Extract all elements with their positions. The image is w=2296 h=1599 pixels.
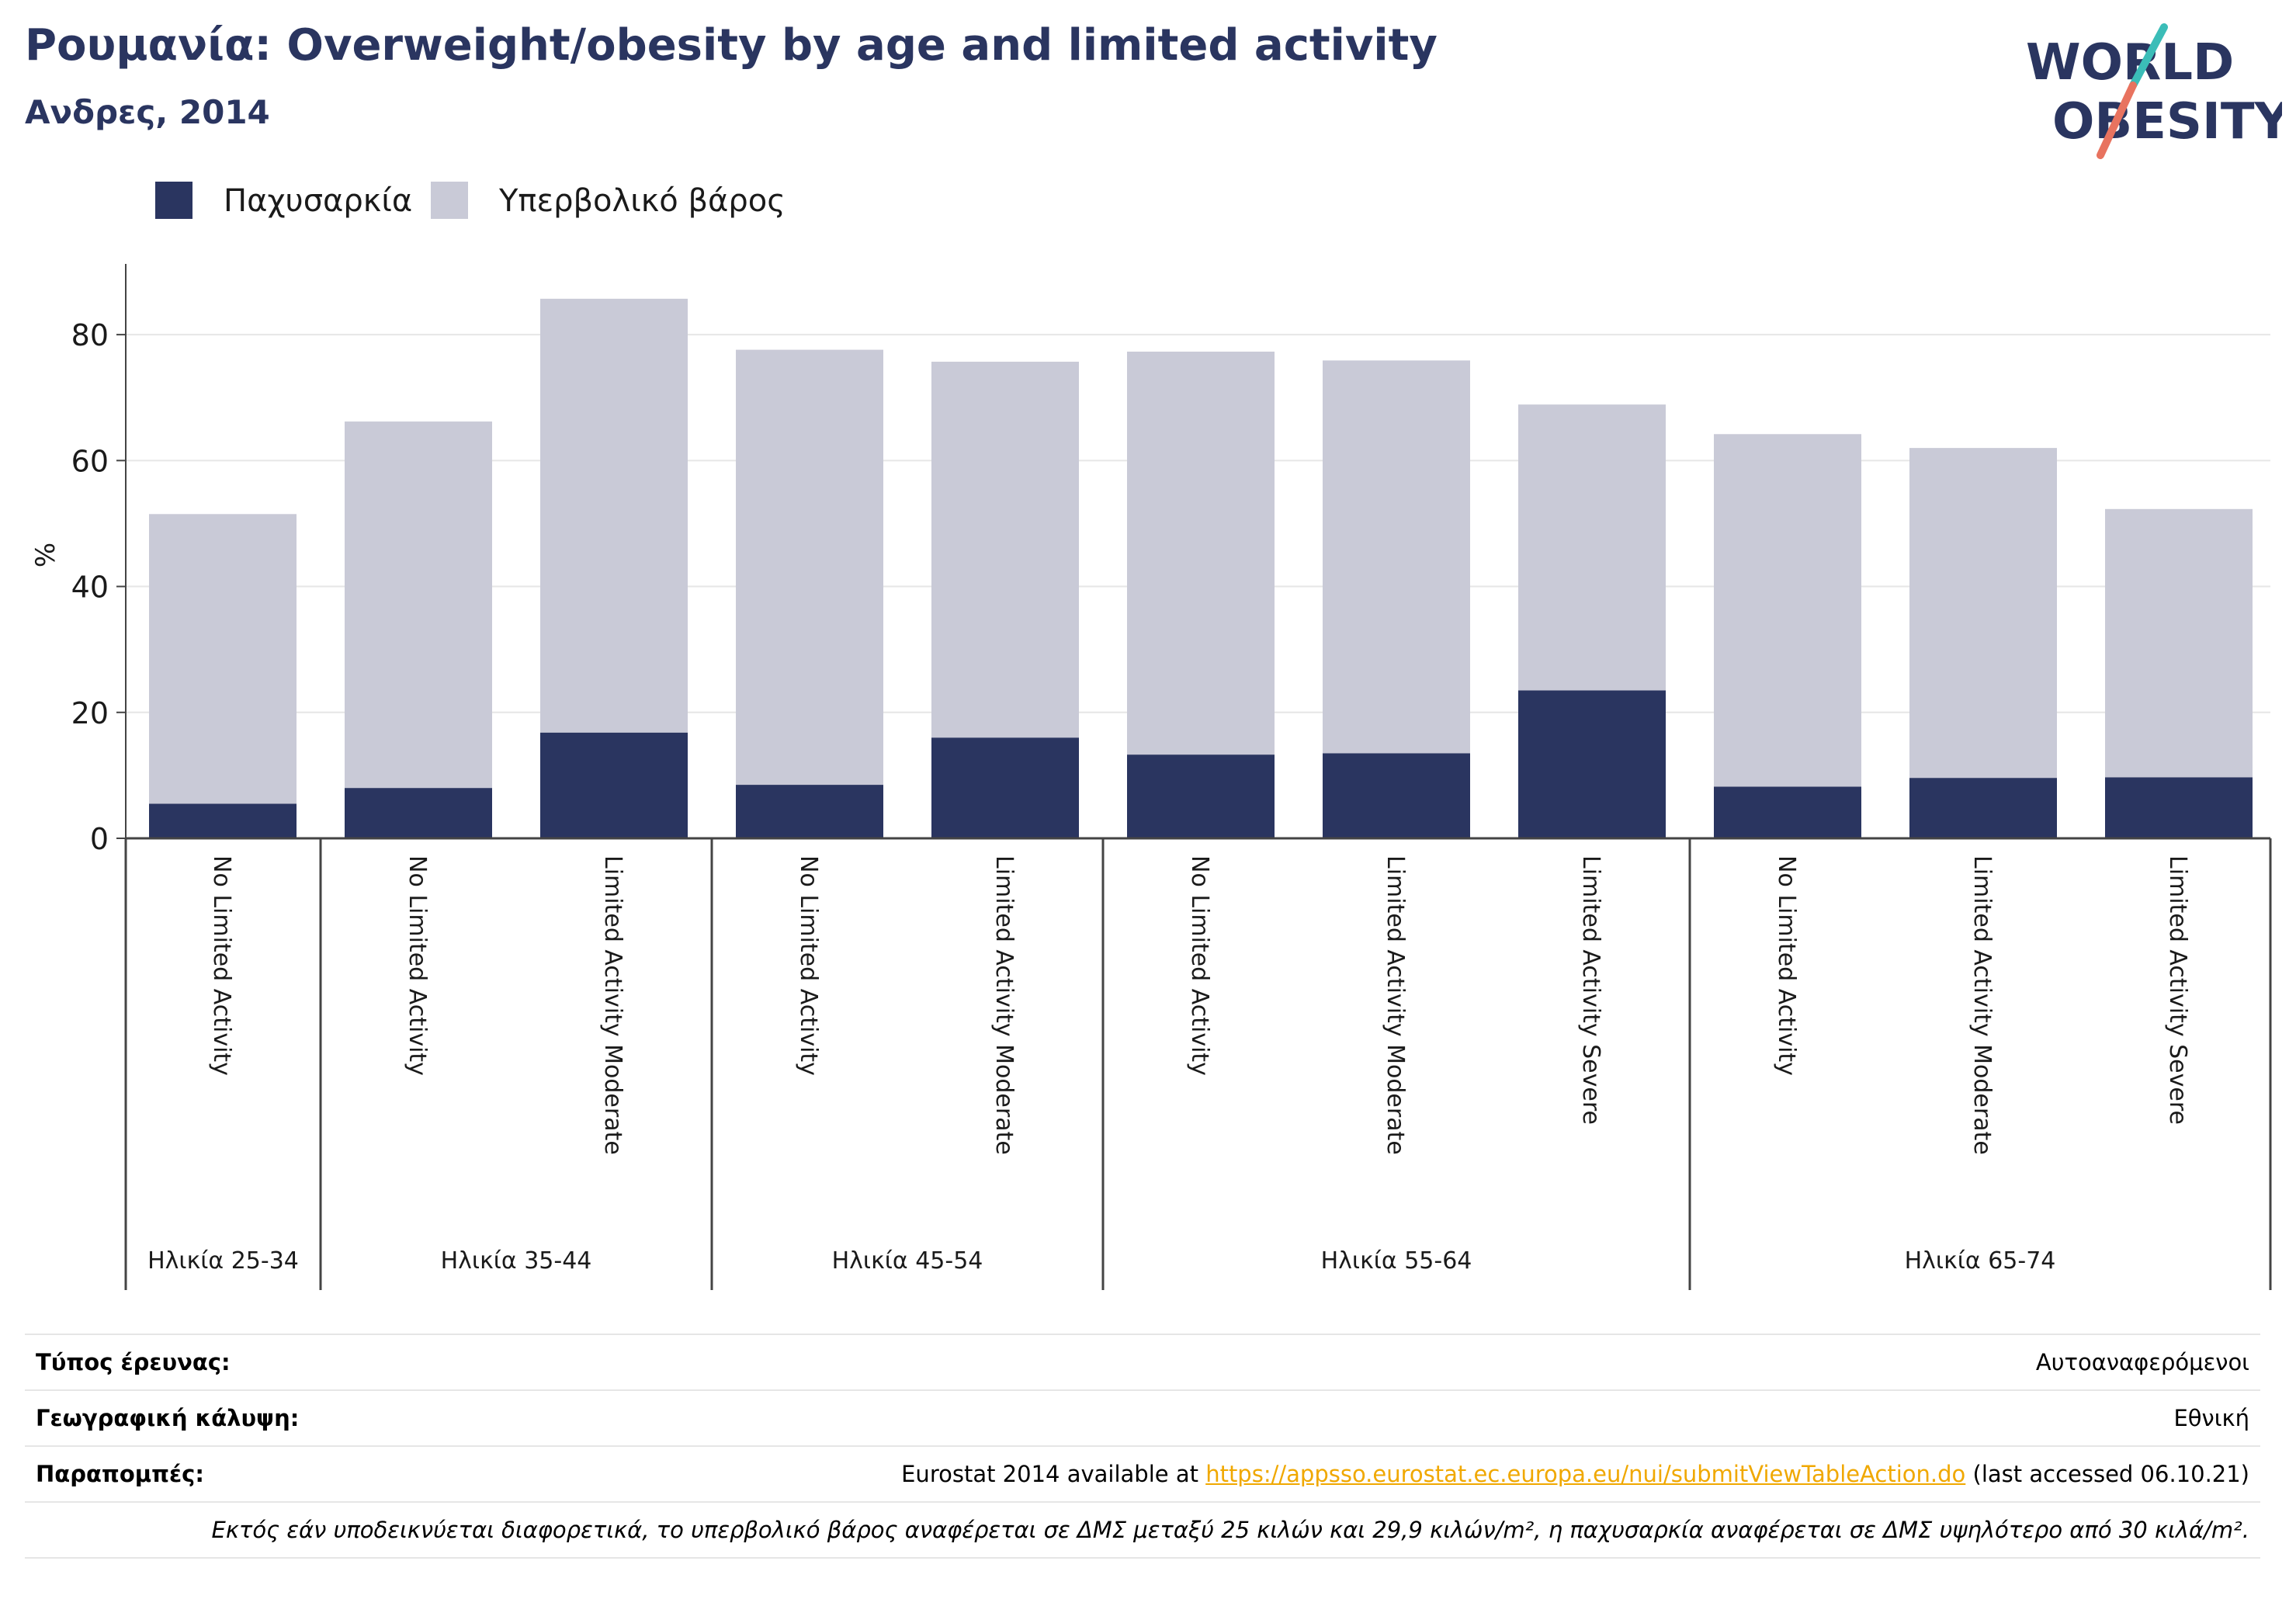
references-suffix: (last accessed 06.10.21) <box>1965 1461 2250 1487</box>
logo-word-world: WORLD <box>2026 34 2234 92</box>
x-tick-label-6: Limited Activity Moderate <box>1382 855 1409 1155</box>
group-label-2: Ηλικία 45-54 <box>832 1247 983 1275</box>
legend-swatch-obesity <box>155 182 192 219</box>
bar-obesity-5 <box>1127 754 1275 838</box>
group-label-0: Ηλικία 25-34 <box>147 1247 299 1275</box>
chart-subtitle: Ανδρες, 2014 <box>25 93 270 131</box>
logo-slash-coral <box>2097 82 2137 159</box>
bar-obesity-1 <box>345 788 492 838</box>
x-tick-label-0: No Limited Activity <box>208 855 235 1076</box>
x-tick-label-2: Limited Activity Moderate <box>599 855 626 1155</box>
y-tick-label-0: 0 <box>90 822 109 856</box>
bar-obesity-9 <box>1909 778 2057 838</box>
bar-overweight-0 <box>149 514 297 804</box>
bar-overweight-9 <box>1909 448 2057 779</box>
x-tick-label-1: No Limited Activity <box>404 855 431 1076</box>
logo-word-obesity: OBESITY <box>2052 93 2282 151</box>
legend-swatch-overweight <box>431 182 468 219</box>
stacked-bar-chart: 0 20 40 60 80% No Limited Activity No Limited … <box>30 264 2272 1290</box>
y-tick-label-40: 40 <box>71 571 109 605</box>
source-info-table: Τύπος έρευνας: Αυτοαναφερόμενοι Γεωγραφι… <box>25 1334 2260 1559</box>
bar-obesity-2 <box>540 732 688 838</box>
references-value: Eurostat 2014 available at https://appss… <box>901 1447 2249 1501</box>
bar-overweight-3 <box>736 349 883 786</box>
survey-type-label: Τύπος έρευνας: <box>36 1349 231 1375</box>
x-tick-label-7: Limited Activity Severe <box>1577 855 1604 1125</box>
note-row: Εκτός εάν υποδεικνύεται διαφορετικά, το … <box>25 1501 2260 1559</box>
group-label-1: Ηλικία 35-44 <box>441 1247 592 1275</box>
coverage-row: Γεωγραφική κάλυψη: Εθνική <box>25 1389 2260 1445</box>
bar-overweight-6 <box>1323 360 1470 754</box>
bar-overweight-5 <box>1127 352 1275 755</box>
survey-type-value: Αυτοαναφερόμενοι <box>2035 1349 2249 1375</box>
legend-label-obesity: Παχυσαρκία <box>224 183 413 219</box>
bar-overweight-10 <box>2105 508 2253 778</box>
y-tick-label-20: 20 <box>71 696 109 730</box>
y-tick-label-80: 80 <box>71 318 109 352</box>
chart-title: Ρουμανία: Overweight/obesity by age and … <box>25 20 1438 71</box>
axes <box>116 264 2272 1290</box>
bmi-definition-note: Εκτός εάν υποδεικνύεται διαφορετικά, το … <box>211 1517 2250 1543</box>
bar-obesity-4 <box>931 737 1079 838</box>
references-row: Παραπομπές: Eurostat 2014 available at h… <box>25 1445 2260 1501</box>
references-link[interactable]: https://appsso.eurostat.ec.europa.eu/nui… <box>1205 1461 1966 1487</box>
bar-overweight-4 <box>931 361 1079 738</box>
axis-labels: 0 20 40 60 80% No Limited Activity No Limited … <box>30 318 2191 1275</box>
y-tick-label-60: 60 <box>71 444 109 478</box>
bar-obesity-8 <box>1714 786 1861 838</box>
bar-overweight-2 <box>540 298 688 733</box>
x-tick-label-10: Limited Activity Severe <box>2164 855 2191 1125</box>
bar-obesity-0 <box>149 803 297 838</box>
bar-obesity-3 <box>736 785 883 838</box>
x-tick-label-9: Limited Activity Moderate <box>1968 855 1996 1155</box>
x-tick-label-4: Limited Activity Moderate <box>990 855 1018 1155</box>
group-label-3: Ηλικία 55-64 <box>1321 1247 1472 1275</box>
y-axis-label: % <box>30 543 61 567</box>
bars <box>149 298 2253 838</box>
bar-overweight-8 <box>1714 434 1861 787</box>
bar-obesity-10 <box>2105 777 2253 838</box>
coverage-value: Εθνική <box>2173 1405 2249 1431</box>
bar-overweight-7 <box>1518 404 1666 691</box>
x-tick-label-3: No Limited Activity <box>795 855 822 1076</box>
world-obesity-logo: WORLD OBESITY <box>2026 23 2282 159</box>
survey-type-row: Τύπος έρευνας: Αυτοαναφερόμενοι <box>25 1334 2260 1389</box>
references-label: Παραπομπές: <box>36 1461 204 1487</box>
references-prefix: Eurostat 2014 available at <box>901 1461 1206 1487</box>
bar-obesity-7 <box>1518 690 1666 838</box>
logo-slash-teal <box>2129 23 2168 89</box>
x-tick-label-5: No Limited Activity <box>1186 855 1213 1076</box>
x-tick-label-8: No Limited Activity <box>1773 855 1800 1076</box>
bar-obesity-6 <box>1323 753 1470 838</box>
legend-label-overweight: Υπερβολικό βάρος <box>499 183 786 219</box>
group-label-4: Ηλικία 65-74 <box>1905 1247 2056 1275</box>
bar-overweight-1 <box>345 421 492 789</box>
coverage-label: Γεωγραφική κάλυψη: <box>36 1405 300 1431</box>
